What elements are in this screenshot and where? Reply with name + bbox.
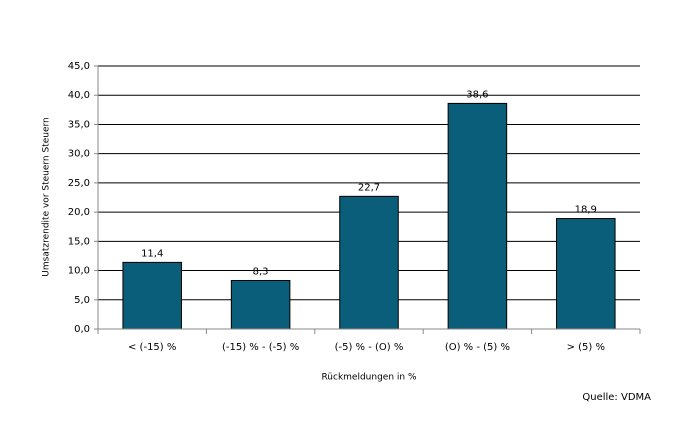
- x-tick-label: < (-15) %: [128, 342, 176, 353]
- x-axis-label: Rückmeldungen in %: [321, 373, 417, 383]
- value-label: 8,3: [253, 266, 269, 277]
- bar: [122, 261, 182, 330]
- value-label: 11,4: [141, 248, 163, 259]
- x-tick-label: > (5) %: [567, 342, 605, 353]
- y-tick-label: 45,0: [68, 61, 90, 72]
- bar: [339, 195, 399, 330]
- y-tick-label: 40,0: [68, 90, 90, 101]
- y-tick-label: 0,0: [74, 324, 90, 335]
- y-tick-label: 15,0: [68, 236, 90, 247]
- y-tick-label: 35,0: [68, 119, 90, 130]
- y-axis-label: Umsatzrendite vor Steuern Steuern: [42, 117, 52, 276]
- y-tick-label: 25,0: [68, 178, 90, 189]
- y-tick-label: 30,0: [68, 149, 90, 160]
- bar: [447, 102, 508, 330]
- y-tick-label: 20,0: [68, 207, 90, 218]
- value-label: 38,6: [466, 89, 488, 100]
- bar: [556, 218, 616, 330]
- annotation: Quelle: VDMA: [582, 392, 651, 403]
- bar: [230, 279, 291, 330]
- x-tick-label: (O) % - (5) %: [445, 342, 510, 353]
- value-label: 22,7: [358, 182, 380, 193]
- x-tick-label: (-15) % - (-5) %: [222, 342, 299, 353]
- value-label: 18,9: [575, 205, 597, 216]
- x-tick-label: (-5) % - (O) %: [335, 342, 404, 353]
- y-tick-label: 10,0: [68, 266, 90, 277]
- y-tick-label: 5,0: [74, 295, 90, 306]
